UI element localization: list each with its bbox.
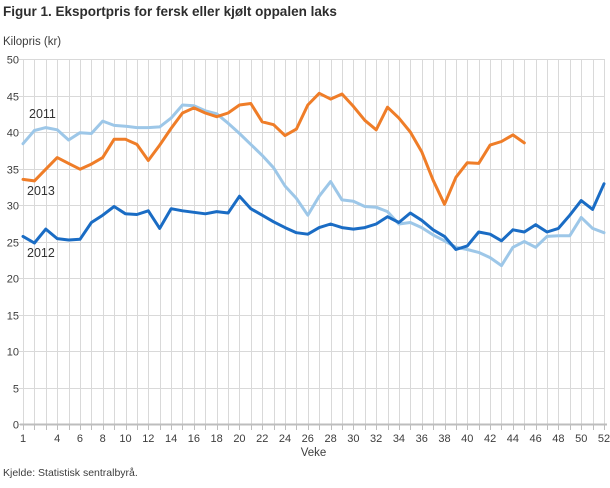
y-tick-label: 40 [7,128,19,140]
series-label-2013: 2013 [27,184,55,198]
x-axis-title: Veke [300,447,327,459]
series-line-2013 [21,91,526,206]
x-tick-label: 6 [77,433,83,445]
x-tick-label: 48 [552,433,564,445]
x-tick-label: 42 [484,433,496,445]
x-tick-label: 24 [279,433,291,445]
x-tick-label: 10 [119,433,131,445]
y-tick-label: 15 [7,311,19,323]
x-tick-label: 12 [142,433,154,445]
x-tick-label: 20 [233,433,245,445]
y-tick-label: 20 [7,274,19,286]
y-tick-label: 45 [7,92,19,104]
y-tick-label: 0 [13,420,19,432]
y-tick-label: 30 [7,201,19,213]
y-axis-unit-label: Kilopris (kr) [3,36,62,48]
x-tick-label: 44 [507,433,519,445]
x-tick-label: 8 [100,433,106,445]
x-tick-label: 34 [393,433,405,445]
x-tick-label: 26 [302,433,314,445]
y-tick-label: 5 [13,384,19,396]
y-tick-label: 35 [7,165,19,177]
x-tick-label: 38 [438,433,450,445]
x-tick-label: 4 [54,433,60,445]
series-line-2011 [21,103,606,268]
y-tick-label: 25 [7,238,19,250]
series-label-2012: 2012 [27,246,55,260]
x-tick-label: 52 [598,433,610,445]
x-tick-label: 40 [461,433,473,445]
x-tick-label: 32 [370,433,382,445]
x-tick-label: 30 [347,433,359,445]
figure-title: Figur 1. Eksportpris for fersk eller kjø… [3,4,337,19]
x-tick-label: 14 [165,433,177,445]
x-tick-label: 16 [188,433,200,445]
series-label-2011: 2011 [29,107,56,121]
series-line-2012 [21,182,606,251]
x-tick-label: 22 [256,433,268,445]
x-tick-label: 18 [211,433,223,445]
y-tick-label: 10 [7,347,19,359]
x-tick-label: 1 [20,433,26,445]
y-tick-label: 50 [7,55,19,67]
x-tick-label: 28 [324,433,336,445]
x-tick-label: 36 [416,433,428,445]
x-tick-label: 50 [575,433,587,445]
source-note: Kjelde: Statistisk sentralbyrå. [3,467,138,479]
x-tick-label: 46 [530,433,542,445]
